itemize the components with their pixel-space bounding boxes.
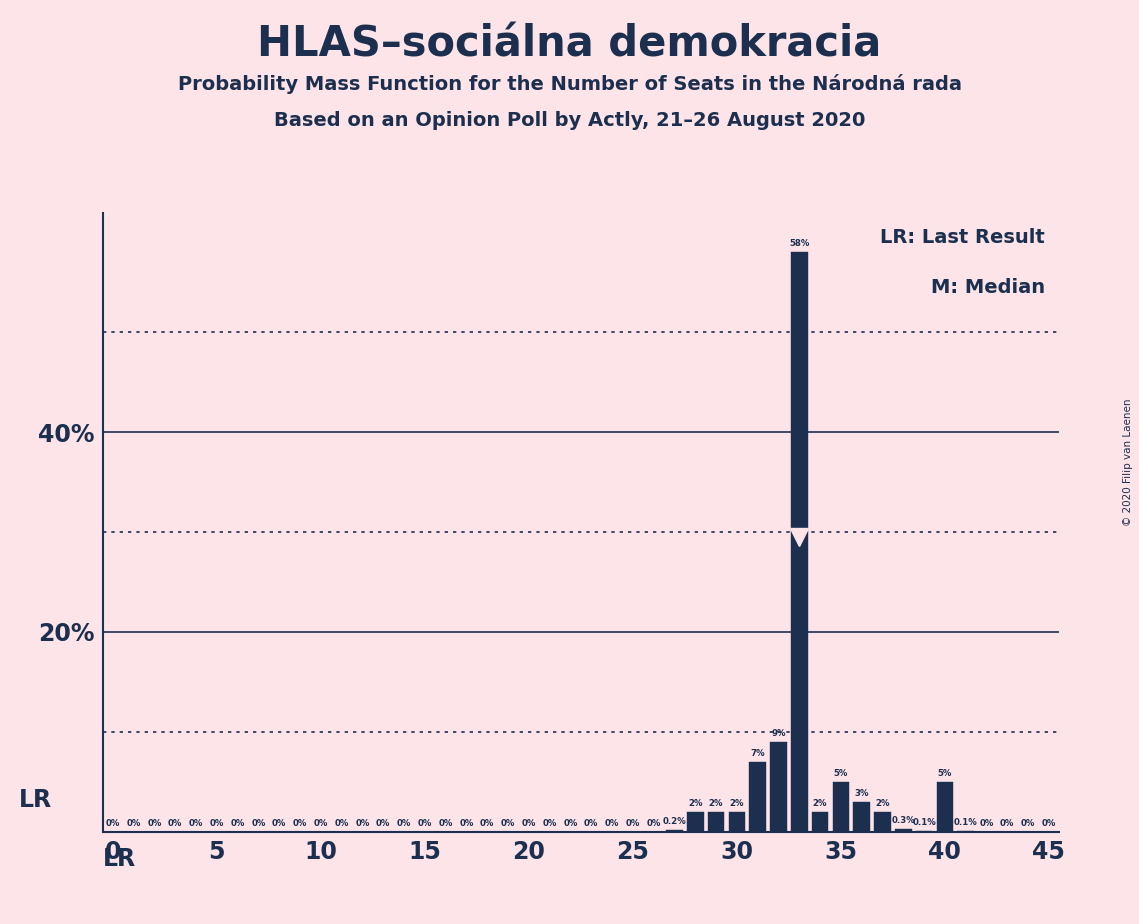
Bar bbox=[770, 742, 787, 832]
Text: 0%: 0% bbox=[293, 819, 308, 828]
Text: 0%: 0% bbox=[272, 819, 287, 828]
Bar bbox=[895, 829, 911, 832]
Bar bbox=[874, 811, 891, 832]
Bar bbox=[853, 802, 870, 832]
Text: 0%: 0% bbox=[501, 819, 515, 828]
Text: 2%: 2% bbox=[875, 798, 890, 808]
Text: 0%: 0% bbox=[210, 819, 224, 828]
Text: 0%: 0% bbox=[376, 819, 391, 828]
Bar bbox=[916, 831, 933, 832]
Text: 0%: 0% bbox=[106, 819, 120, 828]
Text: 0%: 0% bbox=[147, 819, 162, 828]
Text: 0%: 0% bbox=[169, 819, 182, 828]
Text: 0%: 0% bbox=[542, 819, 557, 828]
Text: 5%: 5% bbox=[937, 769, 952, 778]
Text: 0%: 0% bbox=[647, 819, 661, 828]
Text: 2%: 2% bbox=[688, 798, 703, 808]
Text: 0%: 0% bbox=[584, 819, 598, 828]
Text: 0%: 0% bbox=[418, 819, 432, 828]
Text: M: Median: M: Median bbox=[931, 277, 1044, 297]
Text: 3%: 3% bbox=[854, 789, 869, 797]
Text: 58%: 58% bbox=[789, 239, 810, 249]
Text: Based on an Opinion Poll by Actly, 21–26 August 2020: Based on an Opinion Poll by Actly, 21–26… bbox=[273, 111, 866, 130]
Text: 2%: 2% bbox=[813, 798, 827, 808]
Bar bbox=[936, 782, 953, 832]
Text: 0%: 0% bbox=[355, 819, 370, 828]
Text: 0%: 0% bbox=[564, 819, 577, 828]
Text: LR: LR bbox=[19, 787, 52, 811]
Text: 0%: 0% bbox=[980, 819, 993, 828]
Text: HLAS–sociálna demokracia: HLAS–sociálna demokracia bbox=[257, 23, 882, 65]
Text: 9%: 9% bbox=[771, 729, 786, 737]
Text: 2%: 2% bbox=[708, 798, 723, 808]
Text: © 2020 Filip van Laenen: © 2020 Filip van Laenen bbox=[1123, 398, 1133, 526]
Text: 0%: 0% bbox=[625, 819, 640, 828]
Text: 0.1%: 0.1% bbox=[912, 818, 936, 827]
Bar bbox=[707, 811, 724, 832]
Text: LR: Last Result: LR: Last Result bbox=[880, 228, 1044, 247]
Text: 0.3%: 0.3% bbox=[892, 816, 915, 824]
Text: 0%: 0% bbox=[439, 819, 453, 828]
Text: 0%: 0% bbox=[1000, 819, 1015, 828]
Text: 2%: 2% bbox=[730, 798, 744, 808]
Text: 0.1%: 0.1% bbox=[953, 818, 977, 827]
Text: 0%: 0% bbox=[522, 819, 536, 828]
Text: 0.2%: 0.2% bbox=[663, 817, 687, 826]
Bar bbox=[666, 830, 682, 832]
Text: 0%: 0% bbox=[189, 819, 203, 828]
Text: 0%: 0% bbox=[396, 819, 411, 828]
Bar bbox=[687, 811, 704, 832]
Text: 0%: 0% bbox=[313, 819, 328, 828]
Bar bbox=[812, 811, 828, 832]
Bar bbox=[958, 831, 974, 832]
Text: 0%: 0% bbox=[230, 819, 245, 828]
Text: 7%: 7% bbox=[751, 748, 765, 758]
Bar bbox=[749, 761, 767, 832]
Text: 0%: 0% bbox=[1042, 819, 1056, 828]
Text: 0%: 0% bbox=[1021, 819, 1035, 828]
Text: 0%: 0% bbox=[481, 819, 494, 828]
Text: 0%: 0% bbox=[605, 819, 620, 828]
Bar bbox=[790, 252, 808, 832]
Text: 0%: 0% bbox=[126, 819, 141, 828]
Bar bbox=[833, 782, 850, 832]
Text: 0%: 0% bbox=[459, 819, 474, 828]
Bar bbox=[729, 811, 745, 832]
Text: 0%: 0% bbox=[335, 819, 349, 828]
Text: LR: LR bbox=[103, 847, 136, 871]
Text: Probability Mass Function for the Number of Seats in the Národná rada: Probability Mass Function for the Number… bbox=[178, 74, 961, 94]
Text: 0%: 0% bbox=[252, 819, 265, 828]
Text: 5%: 5% bbox=[834, 769, 849, 778]
